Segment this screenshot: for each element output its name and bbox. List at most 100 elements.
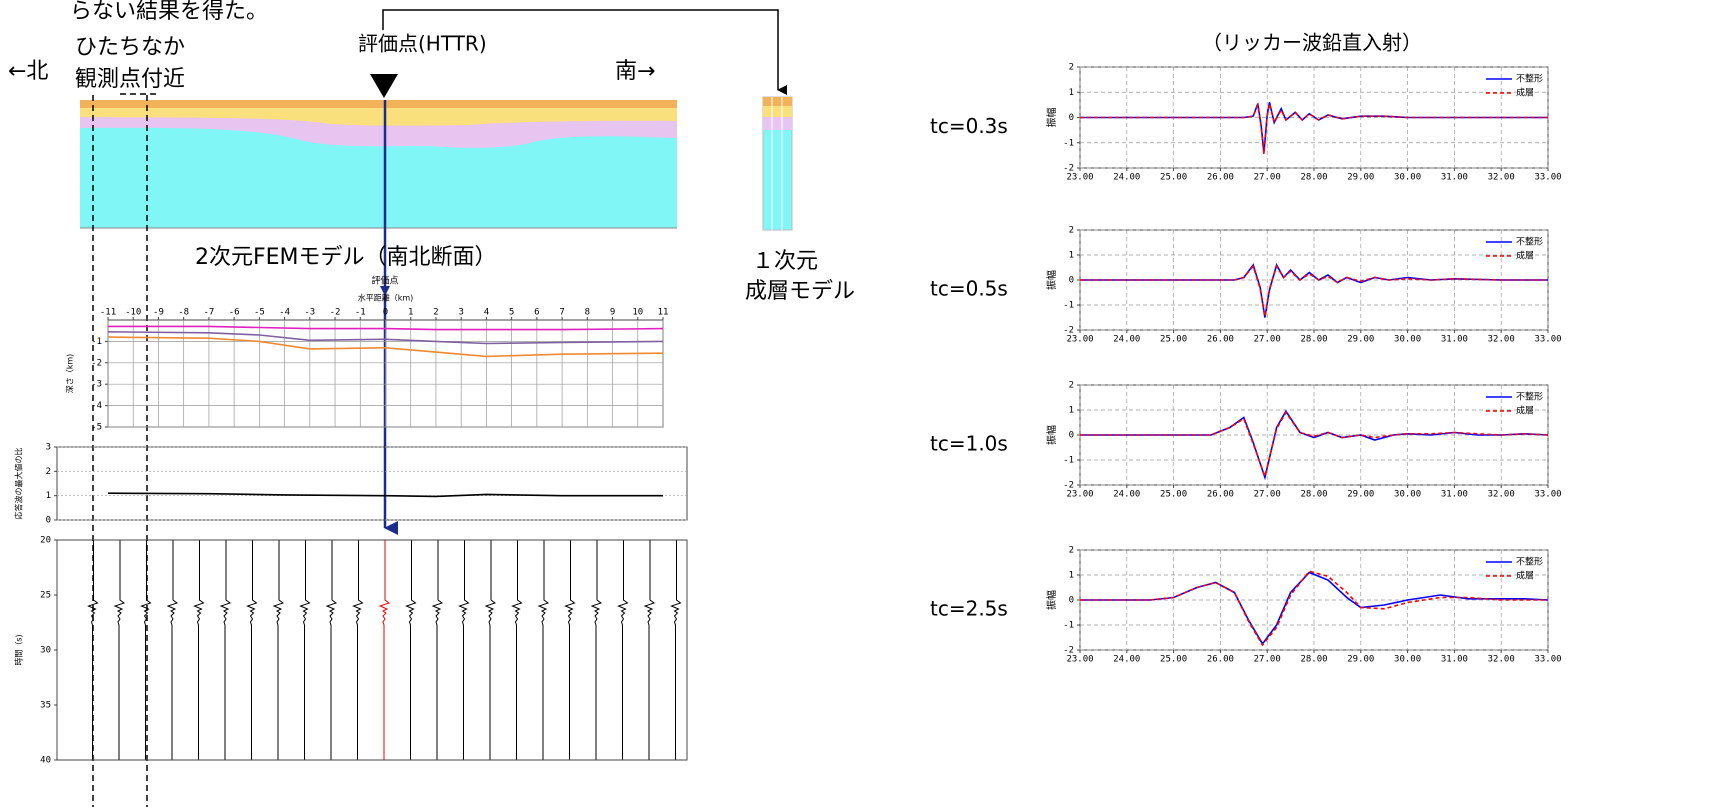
- y-tick-label: -1: [1063, 456, 1074, 466]
- x-tick-label: 25.00: [1160, 490, 1187, 500]
- x-tick-label: -3: [304, 308, 315, 318]
- trace: [511, 540, 523, 760]
- trace: [87, 540, 99, 760]
- series-line: [1080, 411, 1549, 480]
- x-tick-label: 26.00: [1207, 655, 1234, 665]
- y-axis-label: 振幅: [1045, 425, 1058, 445]
- y-tick-label: 1: [46, 491, 51, 501]
- x-tick-label: -1: [355, 308, 366, 318]
- x-tick-label: 28.00: [1300, 490, 1327, 500]
- x-tick-label: 25.00: [1160, 655, 1187, 665]
- x-tick-label: 31.00: [1441, 490, 1468, 500]
- plot-frame: [56, 446, 688, 521]
- plot-frame: [56, 539, 688, 761]
- y-tick-label: 0: [1069, 431, 1074, 441]
- x-tick-label: 30.00: [1394, 173, 1421, 183]
- trace: [484, 540, 497, 760]
- x-tick-label: 11: [658, 308, 669, 318]
- x-tick-label: 28.00: [1300, 173, 1327, 183]
- x-tick-label: 32.00: [1488, 655, 1515, 665]
- x-tick-label: -8: [178, 308, 189, 318]
- column-caption: 成層モデル: [745, 279, 855, 304]
- x-tick-label: -2: [330, 308, 341, 318]
- series-line: [1080, 264, 1548, 317]
- y-tick-label: 25: [40, 591, 51, 601]
- eval-label: 評価点(HTTR): [358, 32, 487, 56]
- trace: [617, 540, 629, 760]
- legend-label: 成層: [1516, 87, 1534, 99]
- y-axis-label: 深さ（km): [66, 354, 75, 394]
- y-tick-label: 3: [46, 443, 51, 453]
- series-line: [108, 325, 664, 331]
- y-axis-label: 振幅: [1045, 108, 1058, 128]
- x-tick-label: 0: [383, 308, 388, 318]
- x-tick-label: 33.00: [1534, 490, 1561, 500]
- legend-label: 成層: [1516, 570, 1534, 582]
- x-tick-label: 23.00: [1066, 655, 1093, 665]
- y-axis-label: 応答波の最大値の比: [14, 448, 24, 520]
- y-tick-label: -2: [1063, 646, 1074, 656]
- y-tick-label: -1: [1063, 138, 1074, 148]
- y-tick-label: 30: [40, 646, 51, 656]
- trace: [537, 540, 550, 760]
- y-tick-label: -5: [91, 423, 102, 433]
- y-tick-label: -3: [91, 380, 102, 390]
- y-tick-label: 2: [46, 467, 51, 477]
- direction-label: 南→: [615, 59, 655, 84]
- y-tick-label: 0: [1069, 276, 1074, 286]
- x-tick-label: 26.00: [1207, 335, 1234, 345]
- eval-marker: [370, 74, 398, 98]
- legend-label: 不整形: [1516, 236, 1543, 248]
- fem-caption: 2次元FEMモデル（南北断面）: [195, 245, 497, 270]
- note: らない結果を得た。: [70, 0, 268, 24]
- series-line: [107, 336, 664, 358]
- x-tick-label: 25.00: [1160, 335, 1187, 345]
- trace: [219, 540, 232, 760]
- panel-label: tc=2.5s: [930, 597, 1008, 621]
- x-tick-label: 27.00: [1254, 490, 1281, 500]
- x-tick-label: 28.00: [1300, 335, 1327, 345]
- x-tick-label: 9: [610, 308, 615, 318]
- x-tick-label: 30.00: [1394, 655, 1421, 665]
- legend-label: 成層: [1516, 250, 1534, 262]
- y-tick-label: 1: [1069, 571, 1074, 581]
- y-tick-label: 0: [46, 516, 51, 526]
- seismograms: [87, 540, 682, 760]
- x-tick-label: -7: [203, 308, 214, 318]
- y-axis-label: 振幅: [1045, 270, 1058, 290]
- x-tick-label: 8: [585, 308, 590, 318]
- y-tick-label: -2: [1063, 164, 1074, 174]
- trace: [643, 540, 656, 760]
- trace: [458, 540, 470, 760]
- series-line: [107, 331, 664, 345]
- trace: [325, 540, 338, 760]
- x-tick-label: 24.00: [1113, 173, 1140, 183]
- ricker-title: （リッカー波鉛直入射）: [1202, 31, 1422, 55]
- x-tick-label: 24.00: [1113, 490, 1140, 500]
- column-caption: １次元: [752, 249, 818, 274]
- site-label: ひたちなか: [75, 35, 185, 60]
- y-tick-label: 35: [40, 701, 51, 711]
- x-tick-label: 24.00: [1113, 655, 1140, 665]
- x-tick-label: 33.00: [1534, 173, 1561, 183]
- x-tick-label: 2: [433, 308, 438, 318]
- x-tick-label: 23.00: [1066, 173, 1093, 183]
- x-tick-label: 6: [534, 308, 539, 318]
- trace: [272, 540, 285, 760]
- x-tick-label: 32.00: [1488, 335, 1515, 345]
- y-tick-label: -1: [1063, 301, 1074, 311]
- series-line: [1080, 570, 1548, 647]
- y-tick-label: -4: [91, 401, 102, 411]
- trace: [352, 540, 364, 760]
- fem-section: [80, 100, 677, 229]
- x-axis-label: 水平距離（km): [358, 293, 414, 303]
- eval-arrow: [380, 286, 390, 296]
- y-tick-label: 0: [1069, 113, 1074, 123]
- x-tick-label: 26.00: [1207, 490, 1234, 500]
- y-tick-label: 2: [1069, 381, 1074, 391]
- trace: [564, 540, 576, 760]
- x-tick-label: -5: [254, 308, 265, 318]
- trace: [299, 540, 311, 760]
- x-tick-label: 31.00: [1441, 173, 1468, 183]
- x-tick-label: 30.00: [1394, 335, 1421, 345]
